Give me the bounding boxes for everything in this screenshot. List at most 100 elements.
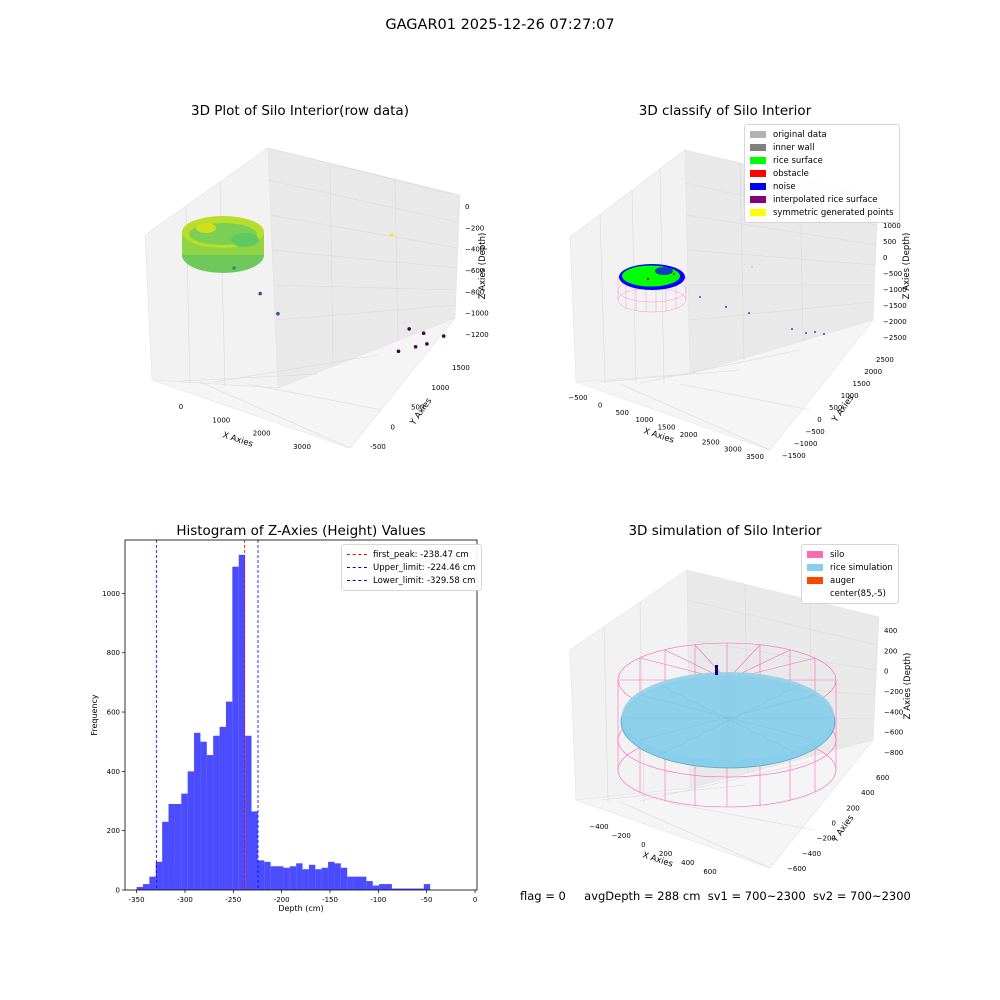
chart2-noise-points (699, 296, 825, 335)
chart1-point (425, 342, 429, 346)
histogram-bar (296, 863, 303, 890)
chart2-legend-label: symmetric generated points (773, 207, 894, 218)
chart1-z-tick: −600 (465, 267, 484, 275)
chart1-point (421, 331, 426, 336)
chart4-legend: silo rice simulation auger center(85,-5) (801, 544, 899, 604)
chart2-z-tick: −500 (883, 270, 902, 278)
chart2-y-tick: −500 (806, 428, 825, 436)
histogram-x-tick: -200 (274, 896, 290, 904)
histogram-y-tick: 800 (107, 649, 120, 657)
histogram-bar (379, 884, 386, 890)
histogram-bar (404, 888, 412, 890)
chart2-legend-item: symmetric generated points (750, 206, 894, 219)
chart1-y-tick: 1500 (452, 364, 470, 372)
histogram-bar (245, 735, 252, 890)
histogram-bar (385, 884, 392, 890)
histogram-bar (238, 554, 246, 890)
chart3-legend-line (347, 554, 367, 555)
histogram-bar (289, 866, 297, 890)
chart4-legend-item: rice simulation (807, 561, 893, 574)
chart2-y-tick: 1500 (853, 380, 871, 388)
chart4-y-tick: 200 (846, 804, 859, 812)
chart2-z-tick: −1500 (883, 302, 907, 310)
chart1-z-tick: 0 (465, 203, 469, 211)
chart3-legend-label: Upper_limit: -224.46 cm (373, 562, 476, 573)
chart1-z-tick: −800 (465, 288, 484, 296)
chart1-z-tick: −1000 (465, 310, 489, 318)
chart4-x-tick: 0 (641, 841, 645, 849)
histogram-bar (200, 741, 207, 890)
chart2-title: 3D classify of Silo Interior (638, 103, 812, 119)
histogram-bar (372, 885, 380, 890)
chart1-x-tick: 1000 (212, 416, 230, 424)
histogram-bar (328, 861, 335, 890)
chart2-z-tick: −2500 (883, 334, 907, 342)
chart4-legend-label: rice simulation (830, 562, 893, 573)
histogram-bar (353, 876, 360, 890)
chart1-z-tick: −200 (465, 224, 484, 232)
chart2-legend-label: interpolated rice surface (773, 194, 878, 205)
histogram-x-tick: -50 (421, 896, 432, 904)
chart1-zlabel: Z Axies (Depth) (478, 233, 488, 300)
chart3-axes-frame (124, 539, 478, 891)
chart2-z-tick: −2000 (883, 318, 907, 326)
chart2-y-tick: 0 (817, 416, 821, 424)
chart2-legend-swatch (750, 157, 766, 164)
chart4-auger (715, 665, 718, 675)
chart1-y-tick: -500 (370, 443, 386, 451)
chart1-point (276, 311, 280, 316)
chart4-legend-item: auger (807, 574, 893, 587)
chart4-x-tick: −200 (612, 832, 631, 840)
histogram-bar (366, 881, 373, 890)
chart4-z-tick: −400 (884, 708, 903, 716)
chart2-legend-item: inner wall (750, 141, 894, 154)
histogram-bar (308, 864, 316, 890)
histogram-bar (136, 887, 143, 890)
chart2-legend-item: original data (750, 128, 894, 141)
footer-sv1: sv1 = 700~2300 (707, 889, 806, 903)
histogram-bar (174, 803, 182, 890)
chart2-y-tick: 500 (829, 404, 842, 412)
chart2-legend-item: rice surface (750, 154, 894, 167)
histogram-x-tick: -100 (370, 896, 386, 904)
chart4-ylabel: Y Axies (830, 813, 857, 845)
histogram-bar (359, 876, 367, 890)
histogram-bar (264, 861, 271, 890)
chart1-point (413, 345, 418, 349)
chart4-z-tick: 200 (884, 647, 897, 655)
chart4-z-tick: 400 (884, 627, 897, 635)
chart3-reference-lines (155, 540, 259, 890)
chart4-z-tick: −600 (884, 729, 903, 737)
histogram-bar (334, 863, 341, 890)
chart3-legend-line (347, 580, 367, 581)
chart4-z-tick: −800 (884, 749, 903, 757)
chart3-bars (136, 554, 431, 890)
chart3-xlabel: Depth (cm) (278, 904, 323, 913)
chart2-legend-swatch (750, 183, 766, 190)
histogram-bar (340, 867, 348, 890)
chart2-x-tick: 2000 (680, 431, 698, 439)
chart4-x-tick: 600 (703, 868, 716, 876)
chart4-y-tick: −200 (817, 835, 836, 843)
chart4-x-tick: −400 (589, 823, 608, 831)
chart4-legend-label: center(85,-5) (830, 588, 886, 599)
chart4-x-tick: 400 (681, 859, 694, 867)
chart1-silo-blob (182, 216, 264, 273)
chart2-legend-swatch (750, 209, 766, 216)
chart1-y-tick: 500 (411, 404, 424, 412)
chart4-legend-item: center(85,-5) (807, 587, 893, 600)
chart3-legend-line (347, 567, 367, 568)
chart2-z-tick: 1000 (883, 222, 901, 230)
chart1-point (232, 266, 236, 270)
chart4-legend-label: silo (830, 549, 845, 560)
histogram-bar (149, 876, 156, 890)
chart2-y-tick: −1500 (782, 452, 806, 460)
chart2-panes (569, 149, 879, 451)
chart1-title: 3D Plot of Silo Interior(row data) (191, 103, 409, 119)
chart2-legend-item: noise (750, 180, 894, 193)
chart1-z-tick: −400 (465, 246, 484, 254)
chart2-legend-label: obstacle (773, 168, 809, 179)
